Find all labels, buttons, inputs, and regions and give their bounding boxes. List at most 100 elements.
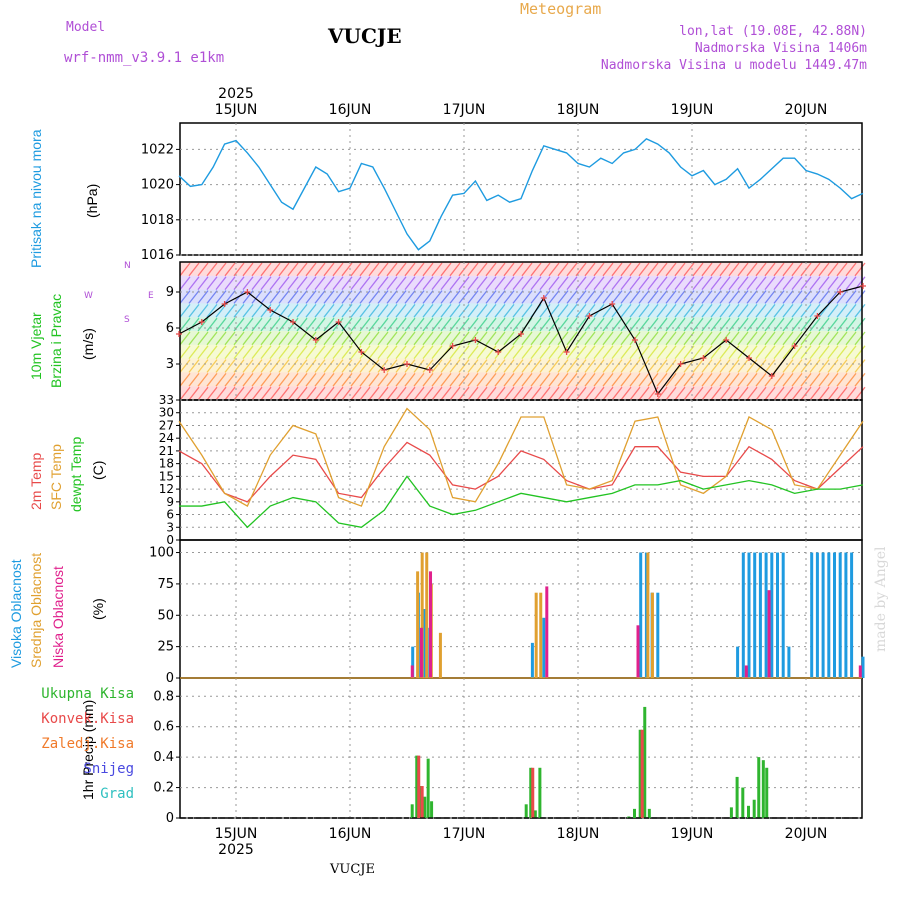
meteogram-title: Meteogram bbox=[520, 0, 602, 18]
wind-barb bbox=[665, 331, 677, 346]
wind-barb bbox=[413, 331, 425, 346]
wind-barb bbox=[377, 359, 389, 373]
wind-barb bbox=[674, 345, 686, 360]
temp-tick-label: 18 bbox=[159, 457, 174, 471]
wind-barb bbox=[242, 386, 254, 401]
wind-barb bbox=[782, 262, 794, 277]
wind-barb bbox=[188, 317, 200, 332]
wind-barb bbox=[359, 303, 371, 318]
wind-barb bbox=[557, 303, 569, 318]
wind-barb bbox=[800, 276, 812, 291]
wind-barb bbox=[395, 262, 407, 277]
wind-barb bbox=[692, 290, 704, 304]
wind-barb bbox=[503, 276, 515, 291]
wind-barb bbox=[215, 290, 227, 304]
wind-barb bbox=[296, 345, 308, 360]
wind-barb bbox=[197, 372, 209, 387]
wind-barb bbox=[548, 290, 560, 304]
wind-barb bbox=[188, 276, 200, 291]
wind-barb bbox=[521, 303, 533, 318]
high-cloud-bar bbox=[833, 552, 836, 678]
total-precip-bar bbox=[735, 776, 739, 818]
wind-barb bbox=[827, 331, 839, 346]
wind-barb bbox=[269, 317, 281, 332]
wind-barb bbox=[287, 345, 299, 360]
wind-barb bbox=[296, 331, 308, 346]
total-precip-bar bbox=[757, 757, 761, 818]
wind-barb bbox=[521, 276, 533, 291]
wind-barb bbox=[620, 359, 632, 373]
wind-barb bbox=[260, 303, 272, 318]
wind-barb bbox=[665, 372, 677, 387]
wind-barb bbox=[737, 317, 749, 332]
wind-barb bbox=[458, 372, 470, 387]
wind-barb bbox=[215, 276, 227, 291]
total-precip-bar bbox=[633, 808, 636, 818]
wind-barb bbox=[368, 331, 380, 346]
wind-barb bbox=[278, 262, 290, 277]
wind-barb bbox=[332, 331, 344, 346]
wind-barb bbox=[368, 359, 380, 373]
wind-barb bbox=[791, 290, 803, 304]
wind-barb bbox=[269, 276, 281, 291]
wind-barb bbox=[602, 345, 614, 360]
wind-barb bbox=[431, 345, 443, 360]
wind-barb bbox=[197, 262, 209, 277]
wind-gust-marker bbox=[723, 337, 730, 343]
wind-barb bbox=[269, 386, 281, 401]
wind-barb bbox=[314, 372, 326, 387]
wind-barb bbox=[206, 372, 218, 387]
wind-barb bbox=[215, 372, 227, 387]
wind-barb bbox=[782, 345, 794, 360]
wind-barb bbox=[665, 345, 677, 360]
wind-barb bbox=[512, 303, 524, 318]
wind-barb bbox=[773, 290, 785, 304]
high-cloud-bar bbox=[844, 552, 848, 678]
wind-barb bbox=[602, 372, 614, 387]
wind-barb bbox=[539, 303, 551, 318]
wind-barb bbox=[548, 359, 560, 373]
wind-barb bbox=[314, 345, 326, 360]
wind-barb bbox=[197, 317, 209, 332]
wind-barb bbox=[449, 359, 461, 373]
wind-barb bbox=[296, 262, 308, 277]
wind-barb bbox=[503, 345, 515, 360]
wind-barb bbox=[323, 386, 335, 401]
wind-barb bbox=[638, 290, 650, 304]
wind-barb bbox=[602, 317, 614, 332]
wind-barb bbox=[818, 276, 830, 291]
wind-barb bbox=[440, 303, 452, 318]
wind-gust-marker bbox=[860, 283, 866, 289]
wind-barb bbox=[539, 372, 551, 387]
wind-barb bbox=[359, 290, 371, 304]
wind-barb bbox=[269, 290, 281, 304]
wind-barb bbox=[701, 290, 713, 304]
wind-barb bbox=[629, 372, 641, 387]
wind-barb bbox=[818, 290, 830, 304]
wind-gust-marker bbox=[290, 319, 296, 325]
wind-barb bbox=[845, 372, 857, 387]
wind-barb bbox=[854, 303, 866, 318]
wind-gust-marker bbox=[632, 337, 638, 343]
wind-gust-marker bbox=[404, 361, 410, 367]
wind-barb bbox=[476, 317, 488, 332]
wind-barb bbox=[350, 276, 362, 291]
wind-barb bbox=[638, 359, 650, 373]
wind-barb bbox=[476, 372, 488, 387]
temp-tick-label: 33 bbox=[159, 393, 174, 407]
total-precip-bar bbox=[627, 816, 631, 818]
wind-barb bbox=[386, 317, 398, 332]
wind-barb bbox=[845, 386, 857, 401]
wind-barb bbox=[566, 276, 578, 291]
wind-barb bbox=[593, 372, 605, 387]
wind-barb bbox=[368, 303, 380, 318]
temp-tick-label: 3 bbox=[166, 520, 174, 534]
wind-band bbox=[180, 372, 862, 387]
wind-barb bbox=[512, 386, 524, 401]
temp-tick-label: 0 bbox=[166, 533, 174, 547]
temp-2m-line bbox=[178, 441, 864, 503]
wind-barb bbox=[764, 359, 776, 373]
cloud-tick-label: 0 bbox=[166, 671, 174, 686]
wind-gust-marker bbox=[267, 307, 274, 313]
wind-barb bbox=[476, 331, 488, 346]
